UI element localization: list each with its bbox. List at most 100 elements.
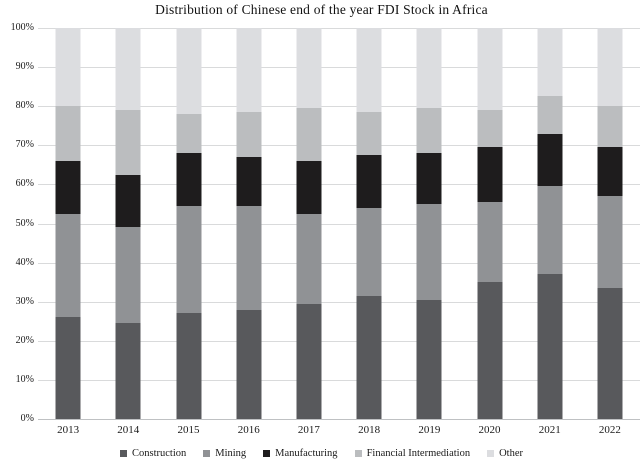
bars-container xyxy=(38,28,640,419)
x-axis-label-2015: 2015 xyxy=(177,424,200,436)
bar-segment-construction-2019 xyxy=(416,299,442,419)
legend-item-manufacturing: Manufacturing xyxy=(263,448,338,459)
gridline-40 xyxy=(38,262,640,264)
y-axis-tick-label: 50% xyxy=(15,217,34,229)
bar-slot-2022 xyxy=(580,28,640,419)
bar-segment-construction-2013 xyxy=(55,317,81,419)
bar-slot-2018 xyxy=(339,28,399,419)
bar-segment-construction-2022 xyxy=(597,288,623,419)
legend-marker-manufacturing xyxy=(263,450,271,457)
y-axis-tick-label: 30% xyxy=(15,295,34,307)
gridline-60 xyxy=(38,184,640,186)
bar-segment-other-2016 xyxy=(236,28,262,113)
bar-segment-other-2021 xyxy=(537,28,563,97)
bar-slot-2021 xyxy=(520,28,580,419)
x-axis-label-2017: 2017 xyxy=(297,424,320,436)
bar-segment-manufacturing-2021 xyxy=(537,133,563,187)
bar-segment-manufacturing-2015 xyxy=(176,153,201,206)
bar-segment-mining-2013 xyxy=(55,213,81,318)
x-axis-label-2013: 2013 xyxy=(57,424,80,436)
legend: Construction Mining Manufacturing Financial… xyxy=(0,448,643,459)
bar-segment-financial-intermediation-2013 xyxy=(55,106,81,161)
bar-segment-financial-intermediation-2021 xyxy=(537,96,563,134)
bar-2019 xyxy=(416,28,442,419)
legend-label: Mining xyxy=(215,448,247,459)
gridline-20 xyxy=(38,340,640,342)
legend-label: Financial Intermediation xyxy=(366,448,471,459)
legend-label: Construction xyxy=(131,448,187,459)
legend-marker-mining xyxy=(203,450,211,457)
bar-segment-construction-2020 xyxy=(477,282,503,419)
bar-2013 xyxy=(55,28,81,419)
bar-segment-mining-2019 xyxy=(416,203,442,300)
y-axis: 0% 10% 20% 30% 40% 50% 60% 70% 80% 90% 100% xyxy=(0,0,34,464)
bar-segment-financial-intermediation-2016 xyxy=(236,112,262,158)
bar-slot-2017 xyxy=(279,28,339,419)
x-axis-label-2021: 2021 xyxy=(538,424,561,436)
x-axis-label-2016: 2016 xyxy=(237,424,260,436)
x-axis-label-2022: 2022 xyxy=(598,424,621,436)
bar-segment-manufacturing-2019 xyxy=(416,153,442,204)
bar-2022 xyxy=(597,28,623,419)
legend-marker-construction xyxy=(119,450,127,457)
y-axis-tick-label: 80% xyxy=(15,100,34,112)
bar-segment-financial-intermediation-2022 xyxy=(597,106,623,148)
bar-segment-financial-intermediation-2017 xyxy=(296,108,322,161)
bar-segment-mining-2015 xyxy=(176,205,201,314)
bar-segment-financial-intermediation-2015 xyxy=(176,114,201,154)
x-axis: 2013 2014 2015 2016 2017 2018 2019 2020 2021 2022 xyxy=(38,424,640,436)
bar-2014 xyxy=(115,28,141,419)
legend-item-mining: Mining xyxy=(203,448,246,459)
bar-segment-financial-intermediation-2020 xyxy=(477,110,503,148)
x-axis-label-2014: 2014 xyxy=(117,424,140,436)
bar-segment-manufacturing-2013 xyxy=(55,160,81,214)
y-axis-tick-label: 60% xyxy=(15,178,34,190)
gridline-100 xyxy=(38,28,640,29)
bar-segment-manufacturing-2020 xyxy=(477,147,503,203)
bar-segment-mining-2016 xyxy=(236,205,262,310)
plot-area xyxy=(38,28,640,420)
legend-marker-financial-intermediation xyxy=(354,450,362,457)
y-axis-tick-label: 10% xyxy=(15,373,34,385)
bar-2017 xyxy=(296,28,322,419)
bar-segment-financial-intermediation-2019 xyxy=(416,108,442,154)
x-axis-label-2018: 2018 xyxy=(358,424,381,436)
x-axis-label-2020: 2020 xyxy=(478,424,501,436)
y-axis-tick-label: 90% xyxy=(15,61,34,73)
bar-segment-manufacturing-2016 xyxy=(236,157,262,206)
gridline-50 xyxy=(38,223,640,225)
gridline-10 xyxy=(38,379,640,381)
gridline-70 xyxy=(38,145,640,147)
bar-segment-mining-2018 xyxy=(356,207,382,296)
bar-segment-other-2015 xyxy=(176,28,201,115)
bar-segment-manufacturing-2022 xyxy=(597,147,623,197)
bar-segment-construction-2014 xyxy=(115,323,141,419)
legend-item-financial-intermediation: Financial Intermediation xyxy=(354,448,471,459)
bar-segment-mining-2014 xyxy=(115,227,141,324)
bar-segment-other-2017 xyxy=(296,28,322,109)
legend-marker-other xyxy=(487,450,495,457)
bar-slot-2016 xyxy=(219,28,279,419)
bar-segment-construction-2021 xyxy=(537,274,563,419)
bar-2018 xyxy=(356,28,382,419)
bar-segment-mining-2020 xyxy=(477,202,503,283)
bar-segment-mining-2021 xyxy=(537,186,563,275)
bar-segment-construction-2017 xyxy=(296,303,322,419)
legend-item-other: Other xyxy=(487,448,523,459)
bar-segment-mining-2017 xyxy=(296,213,322,304)
bar-segment-other-2020 xyxy=(477,28,503,111)
bar-segment-other-2018 xyxy=(356,28,382,113)
gridline-90 xyxy=(38,67,640,69)
legend-item-construction: Construction xyxy=(119,448,187,459)
bar-slot-2019 xyxy=(399,28,459,419)
bar-slot-2013 xyxy=(38,28,98,419)
bar-segment-financial-intermediation-2018 xyxy=(356,112,382,156)
bar-segment-manufacturing-2014 xyxy=(115,174,141,228)
bar-segment-manufacturing-2017 xyxy=(296,160,322,214)
gridline-30 xyxy=(38,301,640,303)
gridline-80 xyxy=(38,106,640,108)
bar-slot-2014 xyxy=(98,28,158,419)
bar-2016 xyxy=(236,28,262,419)
y-axis-tick-label: 0% xyxy=(20,413,34,424)
